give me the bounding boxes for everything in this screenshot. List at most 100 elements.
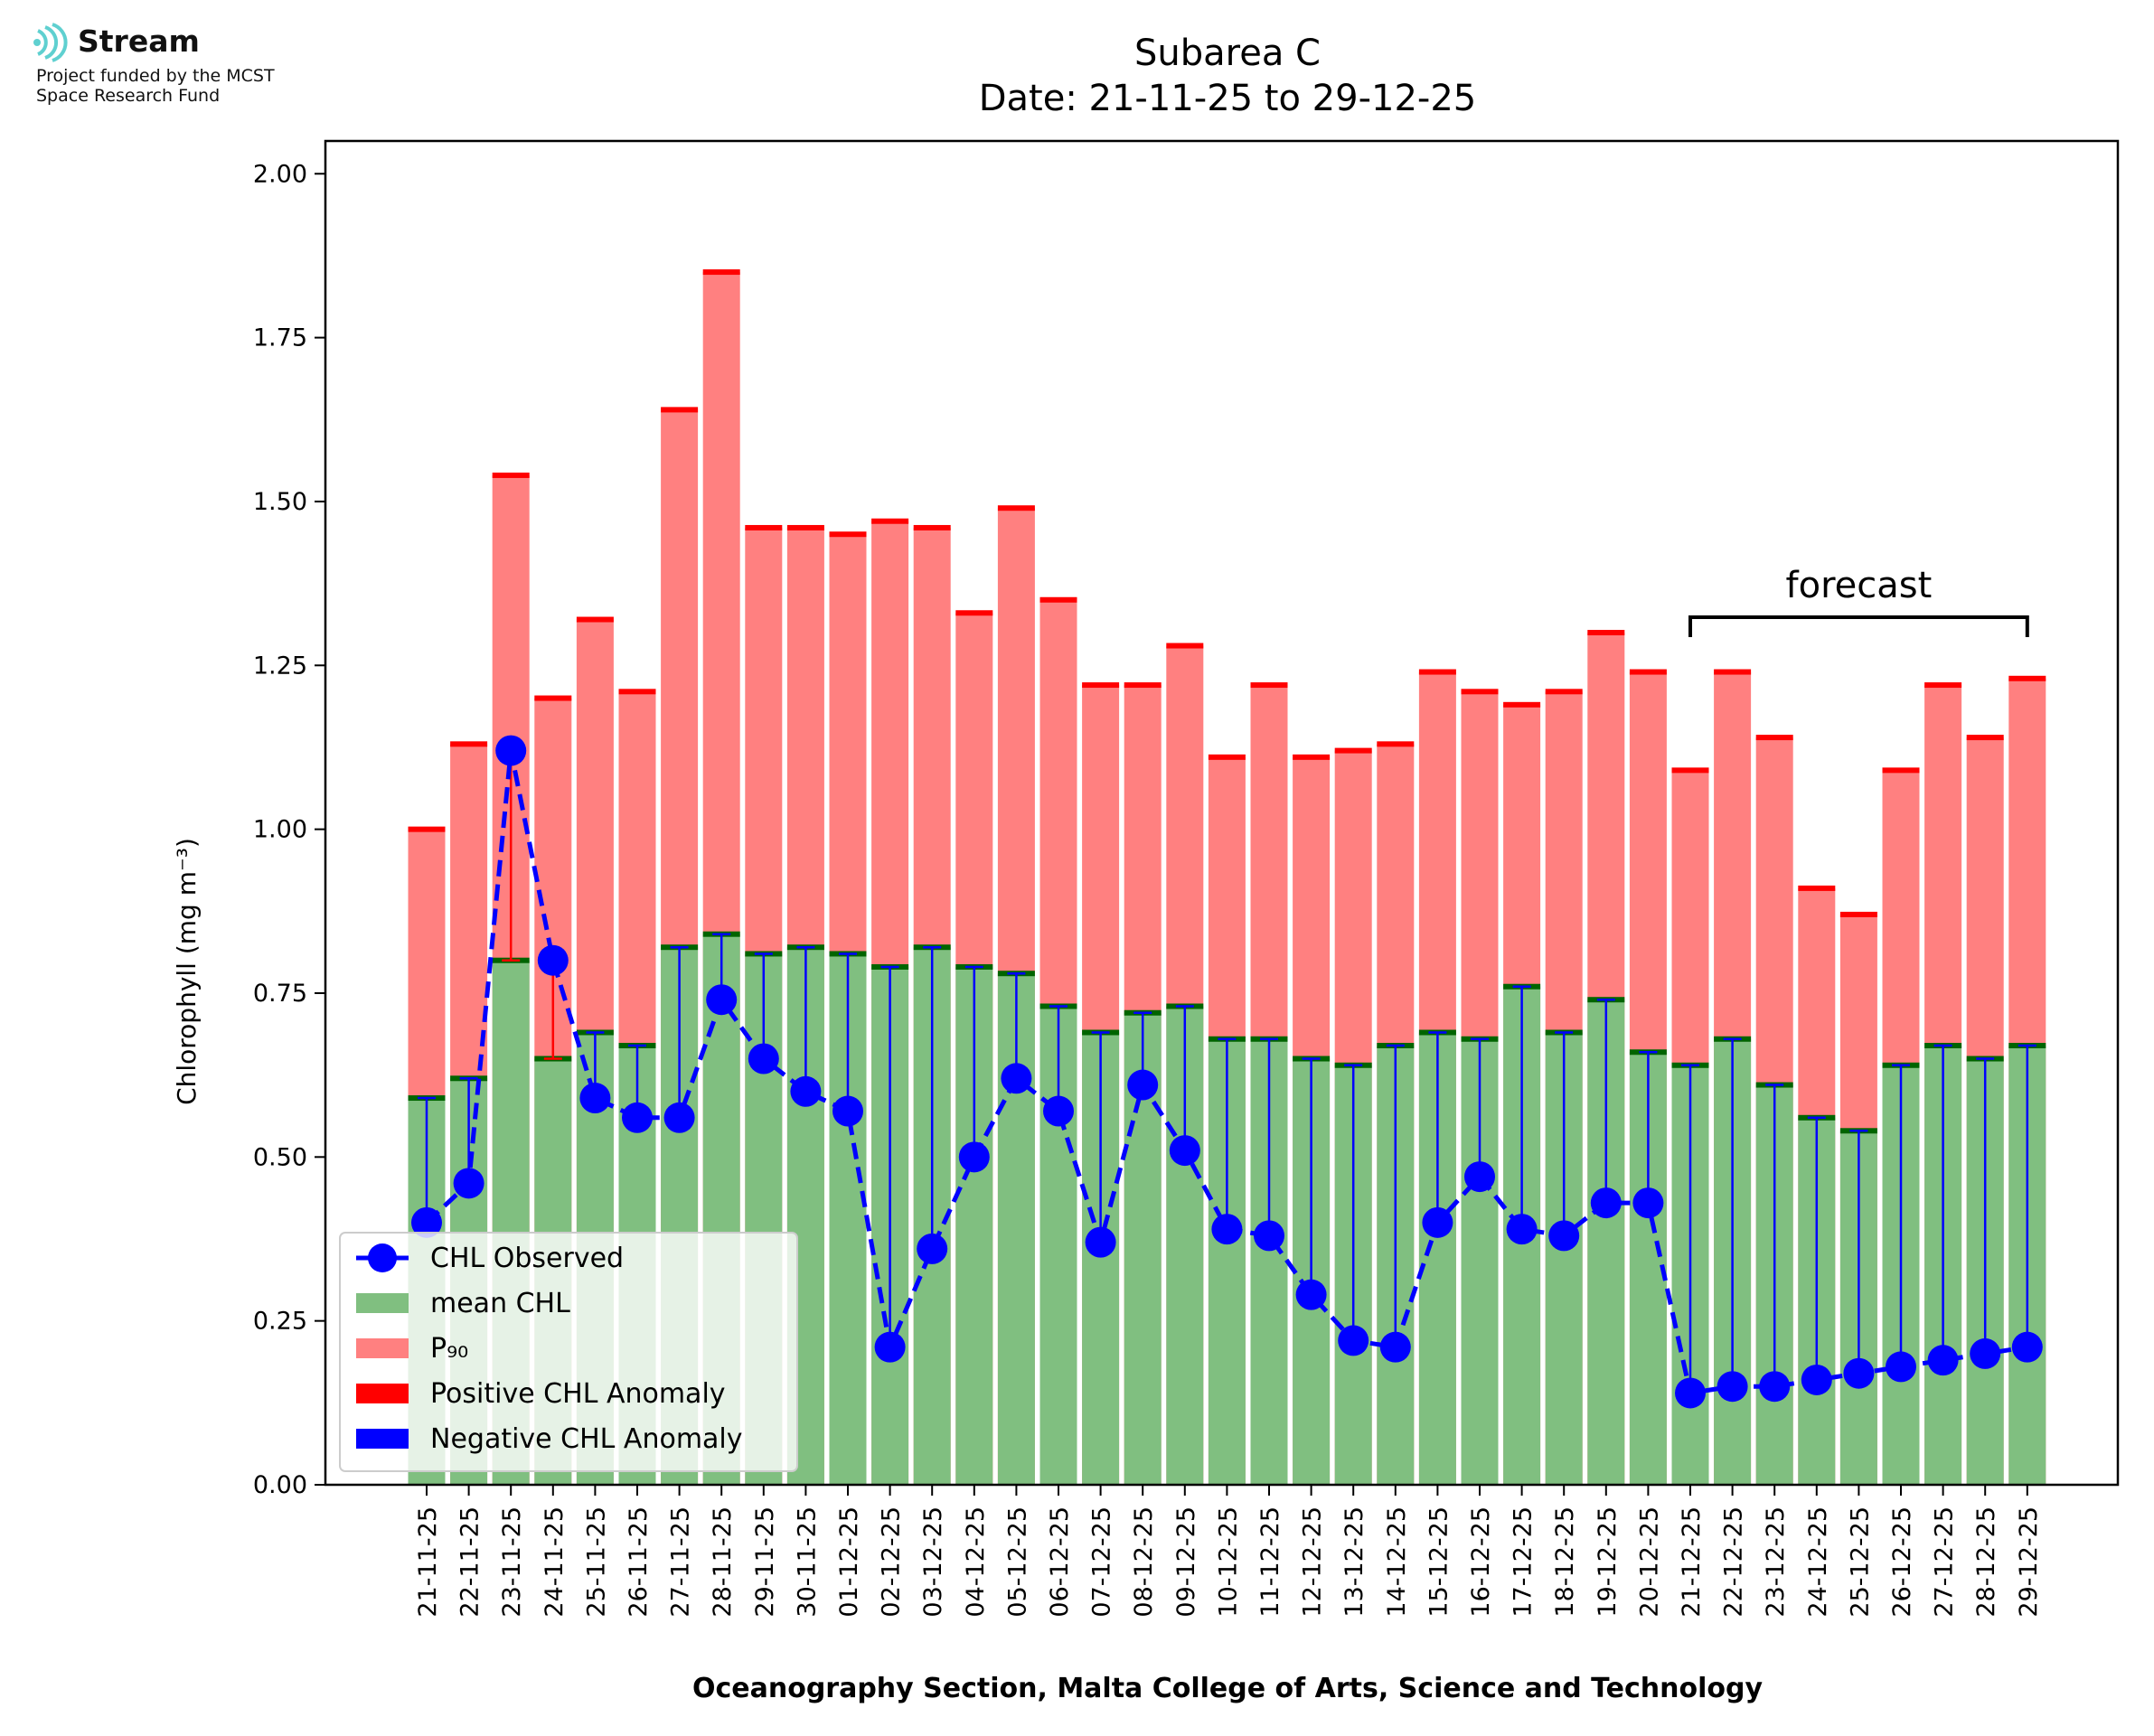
observed-point [1254,1220,1284,1252]
x-tick-label: 22-12-25 [1720,1506,1748,1618]
p90-cap [1082,682,1120,689]
x-tick-label: 14-12-25 [1383,1506,1411,1618]
legend-p90-swatch [356,1338,409,1358]
observed-point [1675,1377,1706,1409]
x-tick-label: 26-11-25 [625,1506,653,1618]
observed-point [663,1102,695,1133]
p90-cap [871,518,909,524]
p90-cap [492,472,530,478]
x-tick-label: 28-11-25 [709,1506,737,1618]
forecast-bracket-line [1688,615,2029,637]
observed-point [1001,1063,1032,1094]
x-tick-label: 15-12-25 [1425,1506,1453,1618]
observed-point [1843,1357,1875,1389]
x-tick-label: 11-12-25 [1256,1506,1284,1618]
p90-cap [450,741,488,747]
x-tick-label: 24-12-25 [1804,1506,1832,1618]
observed-point [1590,1187,1622,1219]
observed-point [1717,1371,1748,1403]
p90-cap [1334,747,1372,754]
observed-point [1886,1351,1916,1383]
p90-cap [1461,689,1499,695]
funding-line-1: Project funded by the MCST [36,66,275,86]
chart-title: Subarea C [1134,33,1321,74]
p90-cap [1208,754,1246,760]
y-tick-label: 0.25 [253,1308,307,1336]
legend-label: CHL Observed [430,1243,624,1274]
legend-label: P₉₀ [430,1333,468,1365]
y-tick-label: 0.75 [253,980,307,1008]
x-tick-label: 27-12-25 [1931,1506,1959,1618]
p90-cap [1039,596,1077,603]
chart-subtitle: Date: 21-11-25 to 29-12-25 [979,78,1477,119]
observed-point [958,1141,990,1173]
p90-cap [2008,675,2046,681]
x-tick-label: 29-12-25 [2015,1506,2043,1618]
x-tick-label: 17-12-25 [1510,1506,1538,1618]
legend-mean-swatch [356,1293,409,1313]
y-tick-label: 0.00 [253,1471,307,1499]
p90-cap [1377,741,1415,747]
observed-point [832,1095,863,1127]
observed-point [748,1043,779,1074]
legend-negative-swatch [356,1429,409,1449]
p90-cap [408,826,446,832]
observed-point [411,1206,442,1238]
x-tick-label: 27-11-25 [667,1506,695,1618]
x-tick-label: 21-12-25 [1678,1506,1706,1618]
x-tick-label: 26-12-25 [1888,1506,1916,1618]
observed-point [1127,1069,1159,1101]
p90-cap [997,505,1035,511]
observed-point [1464,1161,1495,1193]
observed-point [790,1075,822,1107]
observed-point [917,1233,948,1264]
x-tick-label: 30-11-25 [793,1506,821,1618]
x-tick-label: 25-11-25 [582,1506,610,1618]
plot-frame [324,139,2120,1487]
x-tick-label: 18-12-25 [1551,1506,1579,1618]
x-tick-label: 23-12-25 [1762,1506,1790,1618]
y-tick-label: 1.75 [253,324,307,352]
p90-cap [1629,669,1667,675]
p90-cap [1587,630,1625,636]
x-tick-label: 08-12-25 [1130,1506,1158,1618]
p90-cap [1966,735,2004,741]
p90-cap [1293,754,1331,760]
x-tick-label: 28-12-25 [1972,1506,2000,1618]
x-tick-label: 05-12-25 [1003,1506,1031,1618]
logo-name: Stream [78,23,200,59]
observed-point [2011,1331,2043,1363]
observed-point [453,1168,484,1199]
p90-cap [661,407,699,413]
x-tick-label: 20-12-25 [1635,1506,1663,1618]
legend-observed-marker [368,1243,397,1272]
y-tick-label: 1.25 [253,652,307,680]
x-tick-label: 13-12-25 [1340,1506,1369,1618]
p90-cap [1671,767,1709,774]
legend-positive-swatch [356,1384,409,1403]
x-tick-label: 29-11-25 [751,1506,779,1618]
logo: Stream Project funded by the MCST Space … [33,22,331,121]
x-tick-label: 22-11-25 [456,1506,484,1618]
p90-cap [702,269,740,276]
observed-point [1379,1331,1411,1363]
stream-wave-icon [33,23,68,62]
p90-cap [786,524,824,530]
observed-point [1927,1345,1959,1376]
p90-cap [955,610,993,616]
x-tick-label: 21-11-25 [414,1506,442,1618]
p90-cap [1124,682,1162,689]
legend-label: Positive CHL Anomaly [430,1378,726,1410]
x-tick-label: 16-12-25 [1467,1506,1495,1618]
x-tick-label: 02-12-25 [878,1506,906,1618]
x-tick-label: 04-12-25 [962,1506,990,1618]
observed-point [1506,1214,1538,1245]
axes: 0.00 0.25 0.50 0.75 1.00 1.25 1.50 1.75 2.00 21-1… [253,139,2120,1618]
p90-cap [1503,701,1541,708]
p90-cap [913,524,951,530]
x-tick-label: 19-12-25 [1594,1506,1622,1618]
p90-cap [1418,669,1456,675]
p90-cap [1250,682,1288,689]
observed-point [1085,1226,1116,1258]
observed-point [1548,1220,1580,1252]
